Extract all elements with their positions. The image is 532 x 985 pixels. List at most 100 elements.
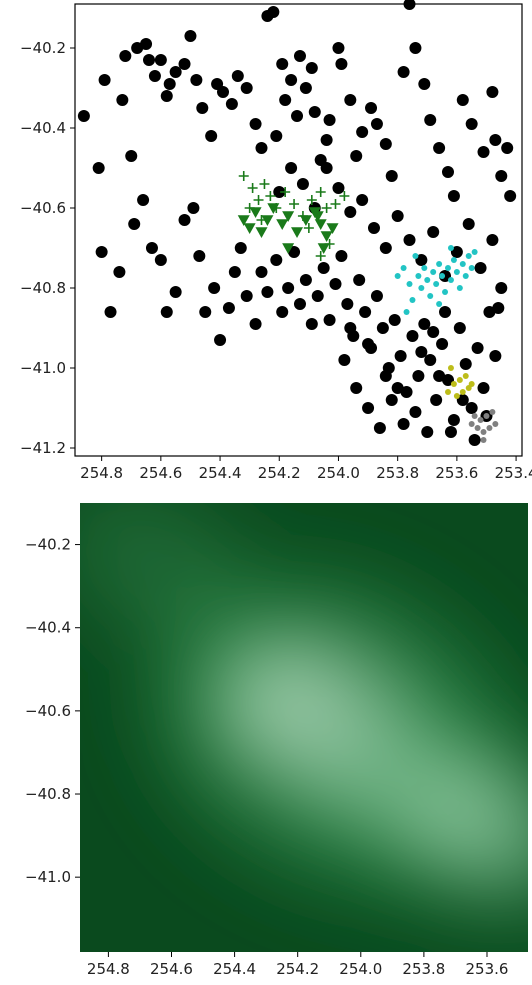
scatter-point	[409, 406, 422, 418]
scatter-point	[291, 110, 304, 122]
scatter-point	[376, 322, 389, 334]
scatter-point	[480, 429, 487, 435]
scatter-point	[148, 70, 161, 82]
y-tick-label: −40.4	[20, 119, 66, 137]
scatter-point	[98, 74, 111, 86]
scatter-point	[465, 402, 478, 414]
scatter-point	[442, 289, 449, 295]
x-tick-label: 254.4	[213, 960, 256, 978]
scatter-point	[373, 422, 386, 434]
y-tick-label: −40.8	[20, 279, 66, 297]
scatter-point	[492, 302, 505, 314]
scatter-point	[359, 306, 372, 318]
scatter-point	[412, 370, 425, 382]
y-tick-label: −40.4	[25, 619, 71, 637]
scatter-point	[323, 314, 336, 326]
scatter-point	[447, 245, 454, 251]
scatter-point	[486, 234, 499, 246]
scatter-point	[163, 78, 176, 90]
scatter-point	[217, 86, 230, 98]
scatter-point	[279, 94, 292, 106]
scatter-point	[190, 74, 203, 86]
scatter-point	[379, 242, 392, 254]
y-axis: −40.2 −40.4 −40.6 −40.8 −41.0	[25, 536, 80, 886]
scatter-point	[276, 58, 289, 70]
scatter-point	[462, 373, 469, 379]
scatter-point	[486, 425, 493, 431]
scatter-point	[436, 301, 443, 307]
scatter-point	[456, 94, 469, 106]
scatter-point	[321, 203, 332, 213]
scatter-point	[344, 322, 357, 334]
scatter-point	[253, 195, 264, 205]
scatter-point	[273, 186, 286, 198]
scatter-point	[477, 146, 490, 158]
scatter-point	[282, 211, 295, 222]
scatter-point	[145, 242, 158, 254]
scatter-point	[397, 66, 410, 78]
scatter-point	[299, 82, 312, 94]
scatter-point	[255, 227, 268, 238]
scatter-point	[397, 418, 410, 430]
scatter-point	[116, 94, 129, 106]
scatter-point	[237, 215, 250, 226]
x-tick-label: 254.2	[258, 464, 301, 482]
scatter-point	[308, 106, 321, 118]
scatter-point	[456, 377, 463, 383]
scatter-point	[113, 266, 126, 278]
scatter-point	[367, 222, 380, 234]
scatter-point	[403, 0, 416, 10]
scatter-point	[421, 426, 434, 438]
scatter-point	[418, 285, 425, 291]
scatter-point	[125, 150, 138, 162]
scatter-point	[160, 90, 173, 102]
scatter-point	[285, 74, 298, 86]
scatter-point	[240, 82, 253, 94]
scatter-point	[234, 242, 247, 254]
scatter-point	[424, 114, 437, 126]
scatter-point	[247, 183, 258, 193]
scatter-point	[288, 246, 301, 258]
scatter-point	[178, 214, 191, 226]
scatter-point	[462, 218, 475, 230]
scatter-point	[412, 253, 419, 259]
scatter-point	[291, 227, 304, 238]
scatter-point	[282, 282, 295, 294]
scatter-point	[495, 170, 508, 182]
scatter-point	[193, 250, 206, 262]
scatter-point	[450, 381, 457, 387]
x-tick-label: 254.6	[139, 464, 182, 482]
scatter-point	[184, 30, 197, 42]
scatter-point	[187, 202, 200, 214]
x-axis: 254.8 254.6 254.4 254.2 254.0 253.8 253.6 253.4	[80, 456, 532, 482]
scatter-point	[303, 223, 314, 233]
scatter-point	[335, 58, 348, 70]
scatter-point	[356, 126, 369, 138]
scatter-point	[338, 354, 351, 366]
y-axis: −40.2 −40.4 −40.6 −40.8 −41.0 −41.2	[20, 39, 75, 457]
scatter-point	[169, 66, 182, 78]
scatter-point	[489, 350, 502, 362]
scatter-point	[344, 206, 357, 218]
scatter-point	[154, 54, 167, 66]
scatter-point	[282, 243, 295, 254]
x-tick-label: 254.8	[80, 464, 123, 482]
scatter-point	[370, 290, 383, 302]
scatter-point	[430, 394, 443, 406]
scatter-point	[270, 254, 283, 266]
scatter-point	[208, 282, 221, 294]
scatter-point	[489, 134, 502, 146]
scatter-point	[320, 231, 333, 242]
scatter-point	[379, 370, 392, 382]
scatter-point	[394, 350, 407, 362]
scatter-point	[317, 243, 330, 254]
scatter-point	[362, 338, 375, 350]
scatter-point	[243, 223, 256, 234]
scatter-point	[255, 266, 268, 278]
scatter-point	[267, 203, 280, 214]
scatter-point	[474, 425, 481, 431]
scatter-point	[436, 338, 449, 350]
scatter-point	[77, 110, 90, 122]
scatter-point	[447, 190, 460, 202]
scatter-point	[444, 265, 451, 271]
